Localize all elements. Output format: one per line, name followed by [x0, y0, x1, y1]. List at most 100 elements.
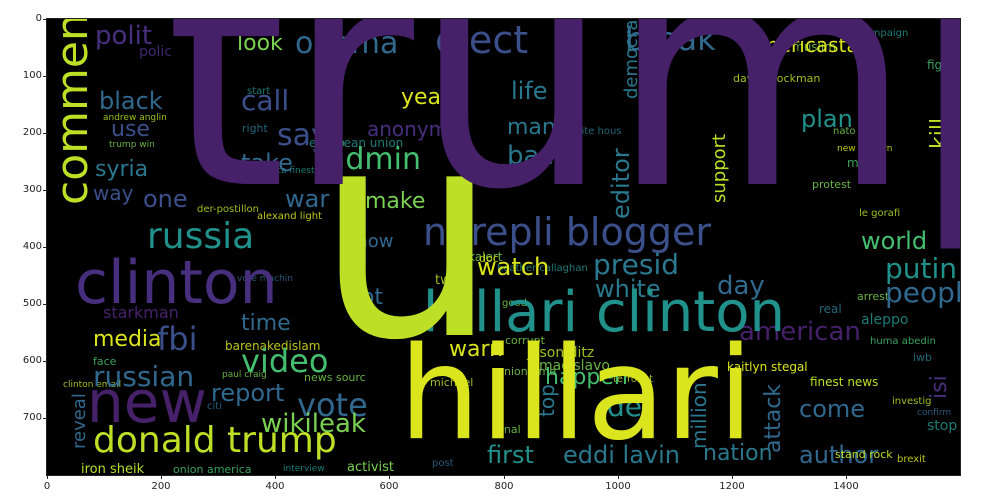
- y-tick-label: 200: [22, 127, 42, 138]
- cloud-word: first: [487, 441, 534, 469]
- cloud-word: russia: [147, 216, 255, 257]
- cloud-word: interview: [283, 464, 325, 474]
- cloud-word: doc: [479, 252, 499, 265]
- cloud-word: jason ditz: [527, 345, 595, 361]
- y-tick: [43, 76, 46, 77]
- cloud-word: attack: [761, 383, 786, 453]
- cloud-word: warn: [449, 337, 504, 362]
- cloud-word: mac slavo: [539, 358, 610, 374]
- cloud-word: clinton email: [63, 380, 122, 390]
- cloud-word: donald trump: [93, 420, 337, 461]
- cloud-word: heather callaghan: [497, 263, 588, 274]
- cloud-word: life: [511, 77, 548, 105]
- cloud-word: pakalert: [453, 250, 503, 264]
- cloud-word: comment: [47, 18, 98, 205]
- cloud-word: syria: [95, 157, 149, 182]
- cloud-word: man: [507, 115, 556, 140]
- y-tick-label: 0: [35, 13, 42, 24]
- cloud-word: de: [607, 390, 642, 423]
- cloud-word: iron sheik: [81, 462, 145, 476]
- cloud-word: arrest: [857, 290, 890, 303]
- cloud-word: nation: [703, 441, 773, 466]
- y-tick-label: 400: [22, 241, 42, 252]
- cloud-word: eddi lavin: [563, 441, 680, 469]
- cloud-word: take: [241, 149, 293, 177]
- cloud-word: union time: [497, 365, 557, 378]
- cloud-word: american: [739, 317, 861, 347]
- cloud-word: confirm: [917, 408, 952, 418]
- cloud-word: iwb: [913, 351, 933, 364]
- cloud-word: author: [799, 441, 879, 469]
- cloud-word: muslim: [792, 40, 836, 54]
- word-cloud-image: polic andrew anglin trump win gillian ri…: [46, 18, 961, 476]
- cloud-word: got: [347, 285, 384, 310]
- cloud-word: video: [241, 342, 329, 380]
- cloud-word: alexand light: [257, 211, 322, 222]
- cloud-word: le gorafi: [859, 208, 901, 219]
- x-tick: [732, 476, 733, 479]
- cloud-word: anonym: [367, 117, 449, 141]
- y-tick: [43, 19, 46, 20]
- y-tick: [43, 418, 46, 419]
- cloud-word: look: [237, 31, 283, 56]
- cloud-word: kaitlyn stegal: [727, 360, 808, 374]
- cloud-word: way: [93, 181, 134, 205]
- cloud-word: u: [315, 67, 499, 404]
- y-tick: [43, 133, 46, 134]
- cloud-word: trump win: [109, 140, 155, 150]
- cloud-word: der-postillon: [197, 204, 259, 215]
- cloud-word: putin: [885, 252, 958, 285]
- x-tick-label: 400: [265, 481, 285, 492]
- cloud-word: admin: [327, 142, 421, 177]
- y-tick-label: 500: [22, 298, 42, 309]
- cloud-word: norepli blogger: [423, 210, 711, 254]
- cloud-word: right: [242, 122, 268, 135]
- cloud-word: start: [247, 86, 271, 97]
- cloud-word: nato: [833, 126, 856, 137]
- cloud-word: white: [595, 275, 661, 303]
- x-tick: [618, 476, 619, 479]
- cloud-word: americastate: [747, 33, 879, 57]
- cloud-word: vote: [297, 386, 368, 424]
- y-tick-label: 300: [22, 184, 42, 195]
- cloud-word: investig: [892, 396, 932, 407]
- cloud-word: onion america: [173, 463, 252, 476]
- cloud-word: wikileak: [261, 409, 366, 439]
- cloud-word: face: [93, 355, 117, 368]
- cloud-word: hillari: [399, 320, 754, 469]
- cloud-word: corrupt: [505, 334, 545, 347]
- cloud-word: starkman: [103, 303, 179, 322]
- cloud-word: fight: [927, 58, 955, 72]
- cloud-word: obama: [295, 26, 399, 61]
- cloud-word: call: [241, 84, 290, 117]
- y-tick: [43, 247, 46, 248]
- cloud-word: terrorist: [613, 374, 654, 385]
- cloud-word: polic: [139, 44, 172, 60]
- cloud-word: say: [277, 118, 329, 153]
- cloud-word: hillari clinton: [423, 280, 785, 345]
- x-tick: [161, 476, 162, 479]
- cloud-word: presid: [593, 248, 680, 281]
- cloud-word: news sourc: [304, 371, 366, 384]
- cloud-word: happen: [545, 365, 628, 390]
- cloud-word: may: [847, 156, 874, 170]
- cloud-word: peopl: [885, 276, 961, 309]
- cloud-word: andrew anglin: [103, 113, 167, 123]
- cloud-word: stand rock: [835, 448, 893, 461]
- cloud-word: real: [819, 302, 842, 316]
- x-tick-label: 1400: [833, 481, 859, 492]
- cloud-word: white hous: [567, 126, 622, 137]
- cloud-word: black: [99, 87, 163, 115]
- y-tick-label: 600: [22, 355, 42, 366]
- cloud-word: new eastern: [837, 144, 893, 154]
- cloud-word: brexit: [897, 454, 926, 465]
- cloud-word: polit: [95, 21, 153, 51]
- y-tick-label: 700: [22, 412, 42, 423]
- cloud-word: post: [432, 458, 454, 469]
- x-tick-label: 1200: [719, 481, 745, 492]
- x-tick-label: 1000: [605, 481, 631, 492]
- y-tick-label: 100: [22, 70, 42, 81]
- x-tick: [504, 476, 505, 479]
- x-tick: [846, 476, 847, 479]
- cloud-word: stop: [927, 418, 958, 434]
